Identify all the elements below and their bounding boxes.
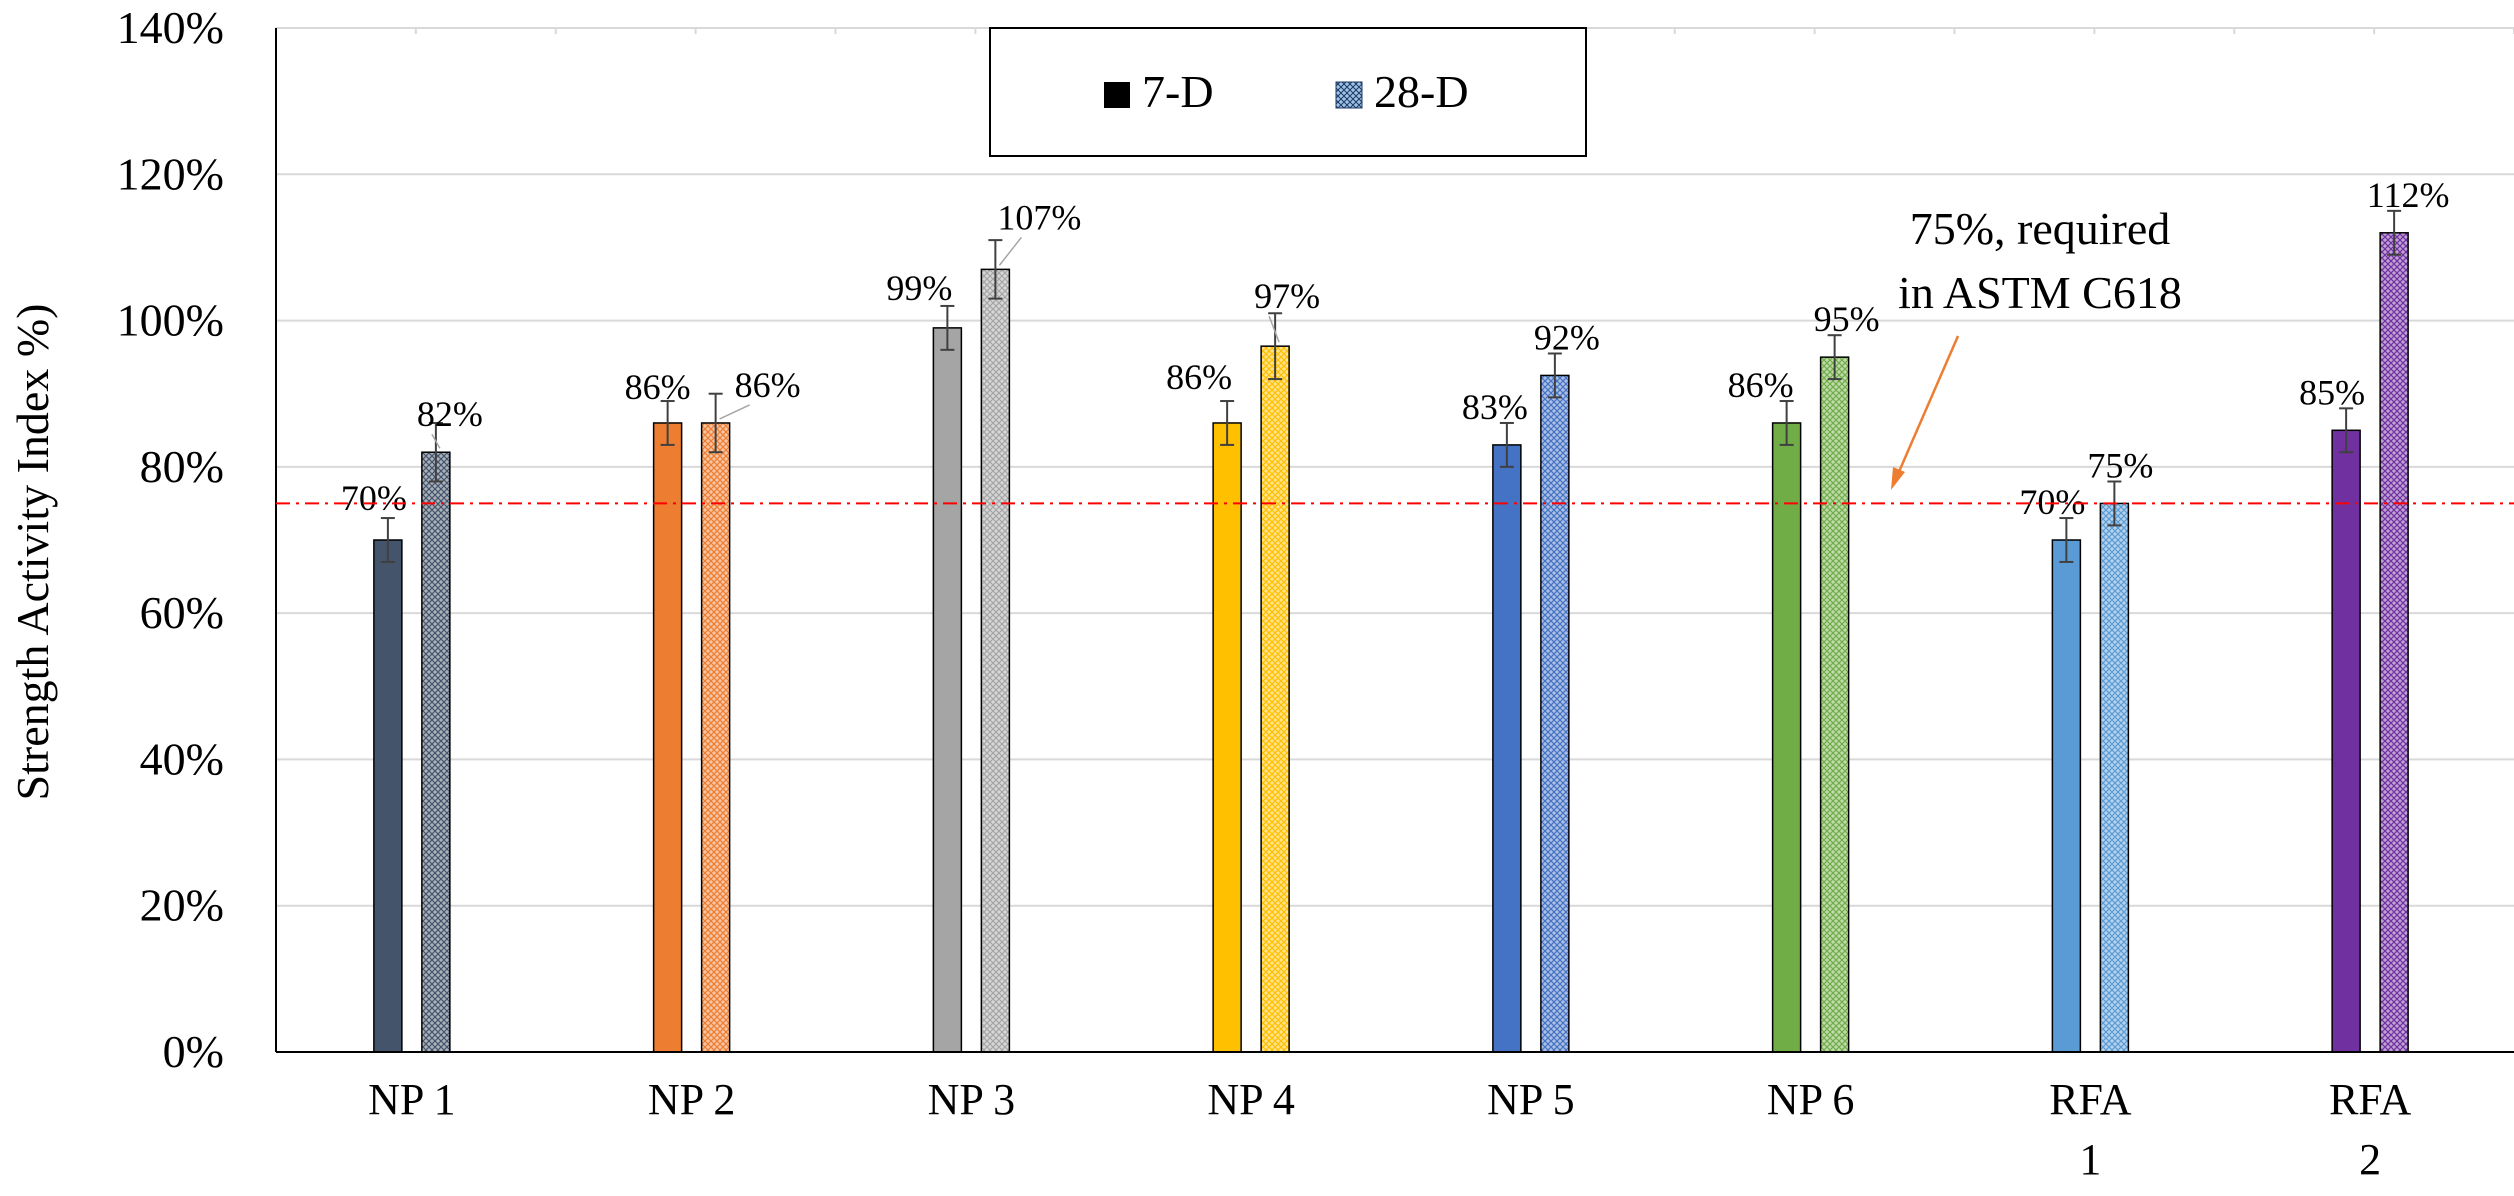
legend-swatch-28d [1335, 81, 1363, 109]
data-label: 92% [1534, 317, 1600, 357]
x-tick-label: RFA [2049, 1075, 2132, 1124]
leader-line [1268, 315, 1280, 343]
annotation-arrowhead [1891, 467, 1905, 490]
bar-7-d-3 [1212, 422, 1242, 1053]
leader-line [719, 404, 750, 420]
data-label: 86% [735, 365, 801, 405]
data-label: 86% [1728, 365, 1794, 405]
y-tick-label: 100% [117, 295, 224, 346]
y-axis-label: Strength Activity Index %) [7, 304, 58, 801]
y-tick-label: 60% [140, 587, 224, 638]
bar-28-d-4 [1540, 374, 1570, 1053]
legend-swatch-7d [1104, 82, 1130, 108]
data-label: 95% [1814, 299, 1880, 339]
bar-28-d-0 [421, 451, 451, 1053]
x-tick-label: NP 4 [1207, 1075, 1295, 1124]
legend-label: 7-D [1142, 66, 1214, 117]
leader-line [998, 236, 1022, 266]
bar-7-d-2 [932, 327, 963, 1053]
bar-7-d-4 [1492, 444, 1522, 1053]
bar-7-d-1 [652, 422, 683, 1053]
data-label: 86% [1166, 357, 1232, 397]
bar-28-d-3 [1260, 345, 1290, 1053]
x-tick-label: NP 6 [1767, 1075, 1855, 1124]
data-label: 107% [997, 197, 1081, 237]
annotation-arrow [1896, 335, 1960, 475]
x-tick-label: NP 1 [368, 1075, 456, 1124]
bar-28-d-2 [980, 268, 1011, 1053]
data-label: 83% [1462, 387, 1528, 427]
y-tick-label: 80% [140, 441, 224, 492]
y-tick-label: 20% [140, 880, 224, 931]
bar-7-d-5 [1771, 422, 1802, 1053]
y-tick-label: 120% [117, 148, 224, 199]
data-label: 82% [417, 394, 483, 434]
x-tick-label: RFA [2329, 1075, 2412, 1124]
legend-label: 28-D [1374, 66, 1469, 117]
data-label: 97% [1254, 276, 1320, 316]
annotation-text: in ASTM C618 [1898, 267, 2182, 318]
bar-28-d-5 [1819, 356, 1850, 1053]
data-label: 112% [2367, 175, 2450, 215]
legend [989, 27, 1587, 157]
y-tick-label: 0% [163, 1026, 224, 1077]
bar-7-d-0 [373, 539, 403, 1053]
leader-line [431, 433, 441, 449]
y-tick-label: 140% [117, 2, 224, 53]
x-tick-label: 1 [2079, 1135, 2101, 1184]
y-tick-label: 40% [140, 733, 224, 784]
data-label: 86% [625, 367, 691, 407]
annotation-text: 75%, required [1910, 203, 2171, 254]
bar-28-d-7 [2379, 232, 2409, 1053]
bar-28-d-1 [700, 422, 731, 1053]
data-label: 75% [2087, 445, 2153, 485]
data-label: 85% [2299, 372, 2365, 412]
data-label: 99% [886, 268, 952, 308]
bar-28-d-6 [2099, 502, 2130, 1053]
data-label: 70% [2019, 482, 2085, 522]
x-tick-label: NP 5 [1487, 1075, 1575, 1124]
x-tick-label: 2 [2359, 1135, 2381, 1184]
bar-7-d-7 [2331, 429, 2361, 1053]
x-tick-label: NP 2 [648, 1075, 736, 1124]
x-tick-label: NP 3 [928, 1075, 1016, 1124]
data-label: 70% [341, 478, 407, 518]
bar-7-d-6 [2051, 539, 2082, 1053]
